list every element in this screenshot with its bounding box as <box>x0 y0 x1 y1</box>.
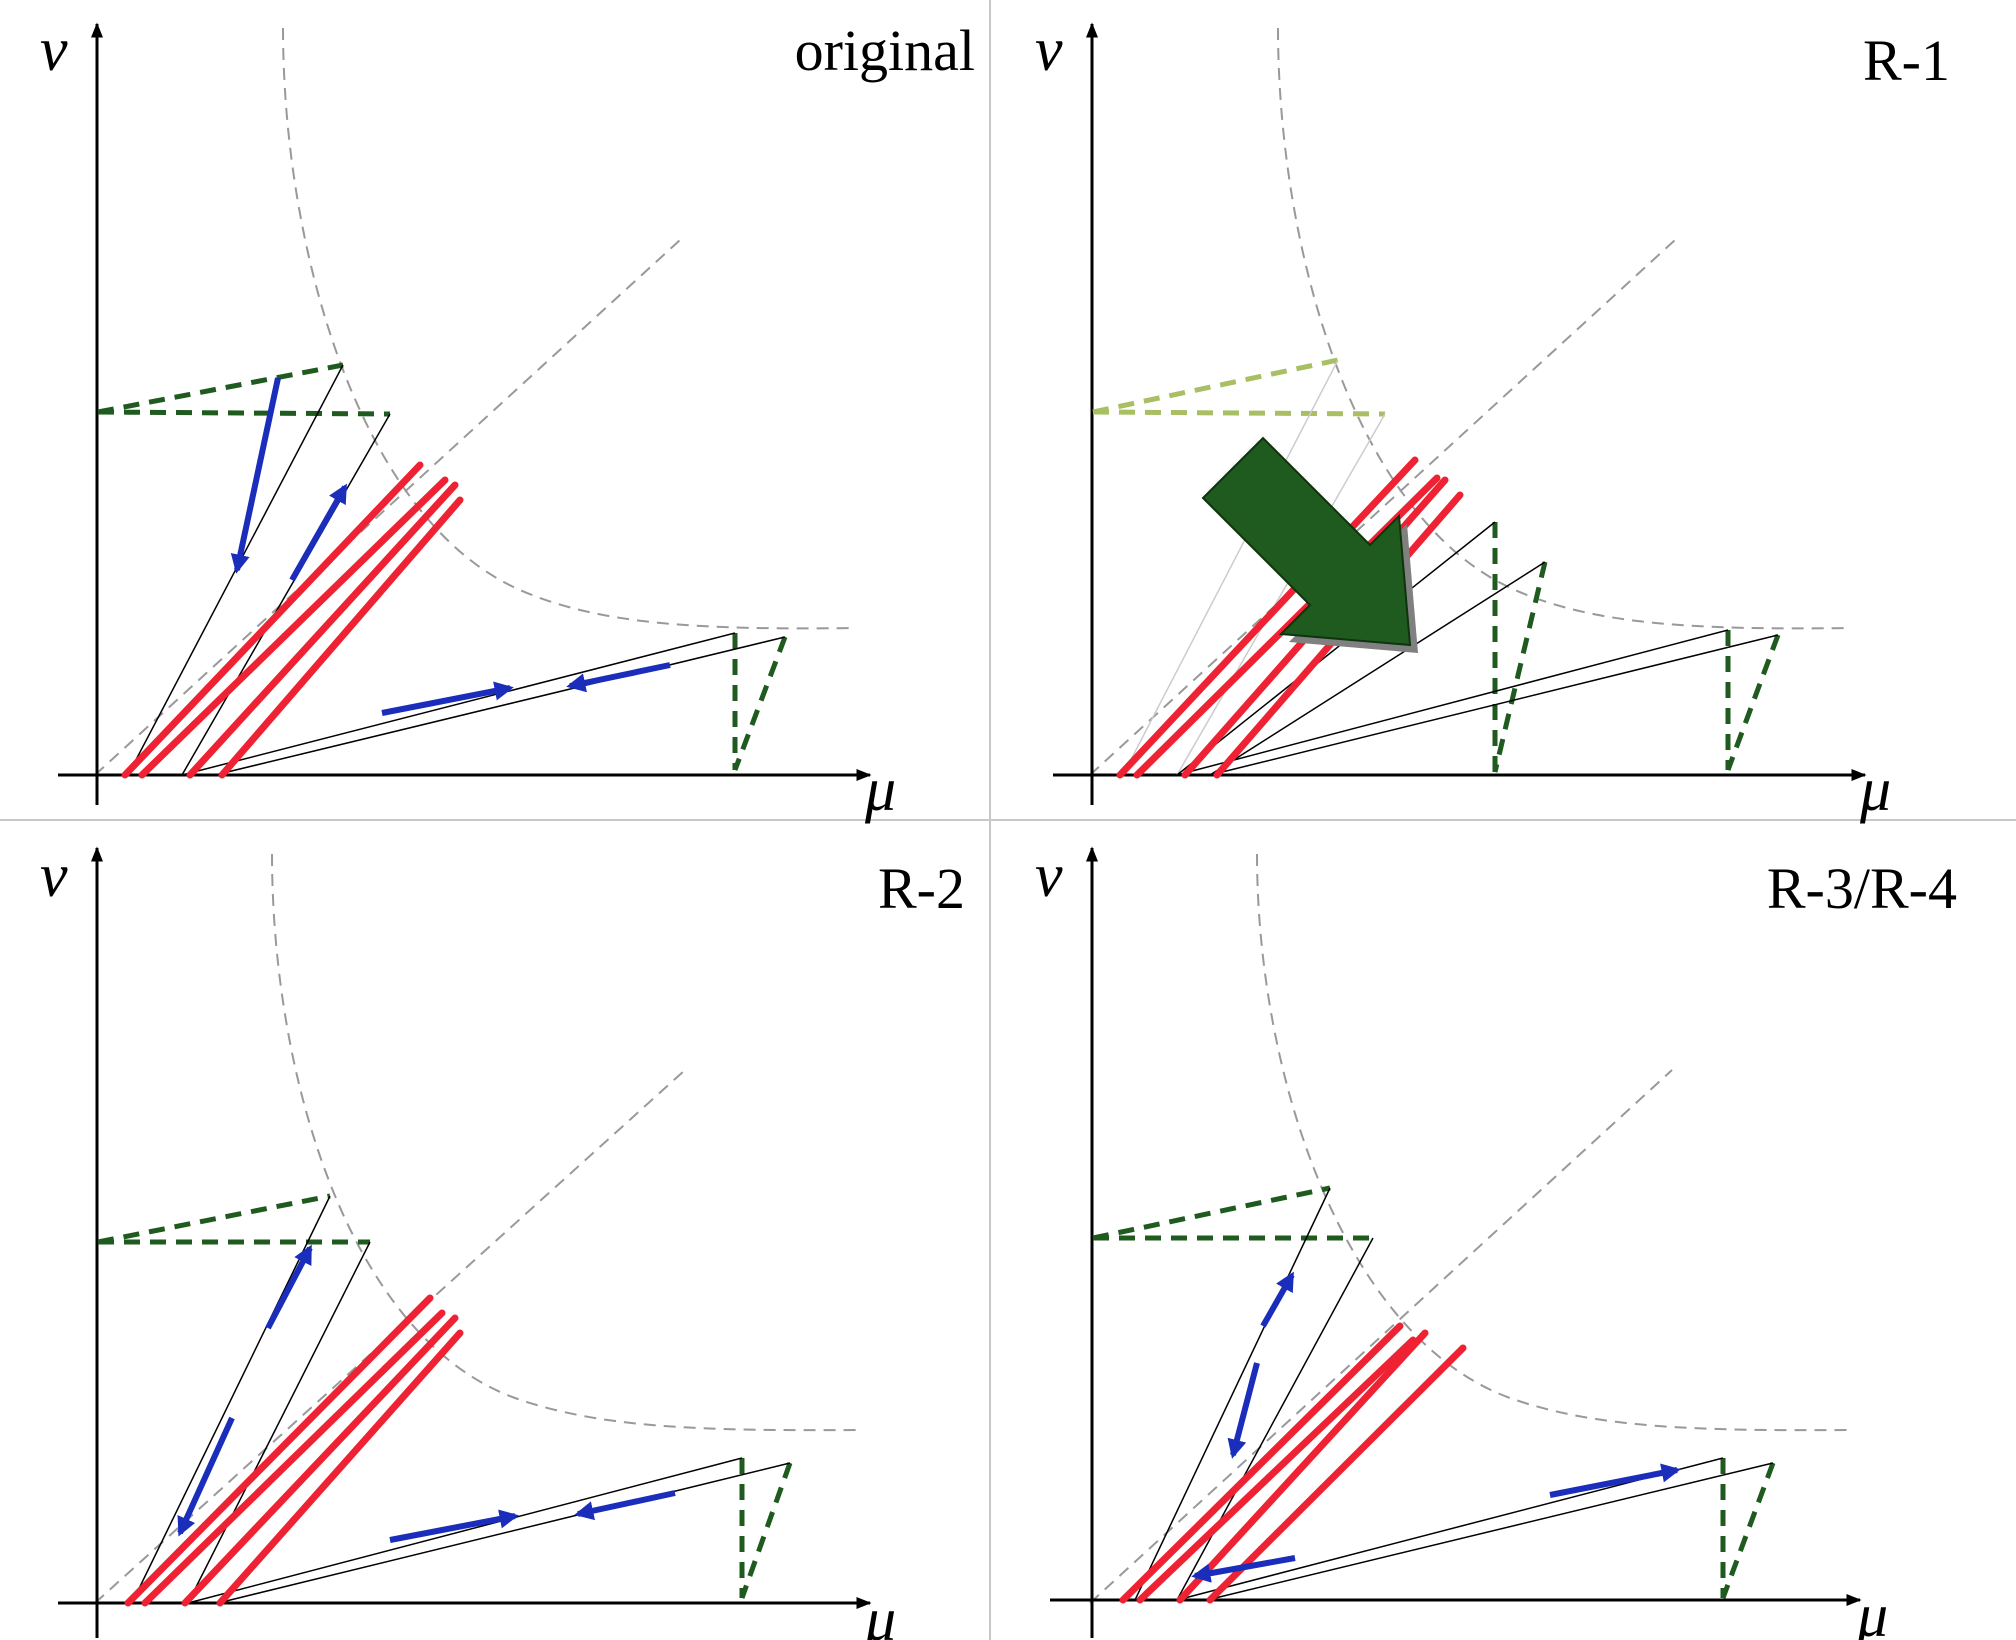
dashed-triangle-top <box>1092 1185 1373 1241</box>
panel-label: R-2 <box>878 856 965 921</box>
panel-r2: ν μ R-2 <box>40 842 965 1640</box>
y-axis-label: ν <box>1035 16 1063 84</box>
x-axis-label: μ <box>864 1586 896 1640</box>
panel-original: ν μ original <box>40 16 975 824</box>
guide-curve <box>1256 853 1851 1432</box>
dashed-triangle-top <box>97 1193 370 1245</box>
y-axis-label: ν <box>40 842 68 910</box>
panel-r1: ν μ R-1 <box>1035 16 1950 824</box>
dashed-triangle-right <box>1725 630 1781 771</box>
faded-dashed-triangle <box>1092 357 1386 417</box>
red-lines <box>121 461 464 779</box>
x-axis-label: μ <box>864 756 896 824</box>
blue-arrows <box>230 377 671 716</box>
guide-curve <box>282 27 856 630</box>
panel-label: R-3/R-4 <box>1767 856 1957 921</box>
dashed-triangle-top <box>97 362 391 417</box>
guide-diagonal <box>1089 239 1676 776</box>
y-axis-label: ν <box>40 16 68 84</box>
red-lines <box>1119 1322 1467 1604</box>
thin-lines <box>127 364 786 776</box>
red-lines <box>124 1294 464 1607</box>
dashed-triangle-right <box>1720 1458 1776 1599</box>
blue-arrows <box>177 1244 676 1543</box>
guide-curve <box>1277 27 1851 630</box>
x-axis-label: μ <box>1859 756 1891 824</box>
guide-curve <box>271 853 861 1432</box>
blue-arrows <box>1191 1271 1681 1583</box>
guide-diagonal <box>1089 1069 1673 1604</box>
dashed-triangle-middle <box>1492 522 1548 773</box>
x-axis-label: μ <box>1856 1582 1888 1640</box>
thin-lines <box>1176 521 1779 776</box>
panel-r34: ν μ R-3/R-4 <box>1035 842 1957 1640</box>
guide-diagonal <box>94 1069 686 1604</box>
guide-diagonal <box>94 239 681 776</box>
big-arrow <box>1201 436 1412 647</box>
thin-lines <box>131 1195 791 1604</box>
dashed-triangle-right <box>739 1458 793 1599</box>
dashed-triangle-right <box>732 633 788 771</box>
faded-thin-lines <box>1122 359 1386 776</box>
panel-label: R-1 <box>1863 28 1950 93</box>
y-axis-label: ν <box>1035 842 1063 910</box>
panel-label: original <box>795 18 975 83</box>
thin-lines <box>1134 1187 1774 1601</box>
